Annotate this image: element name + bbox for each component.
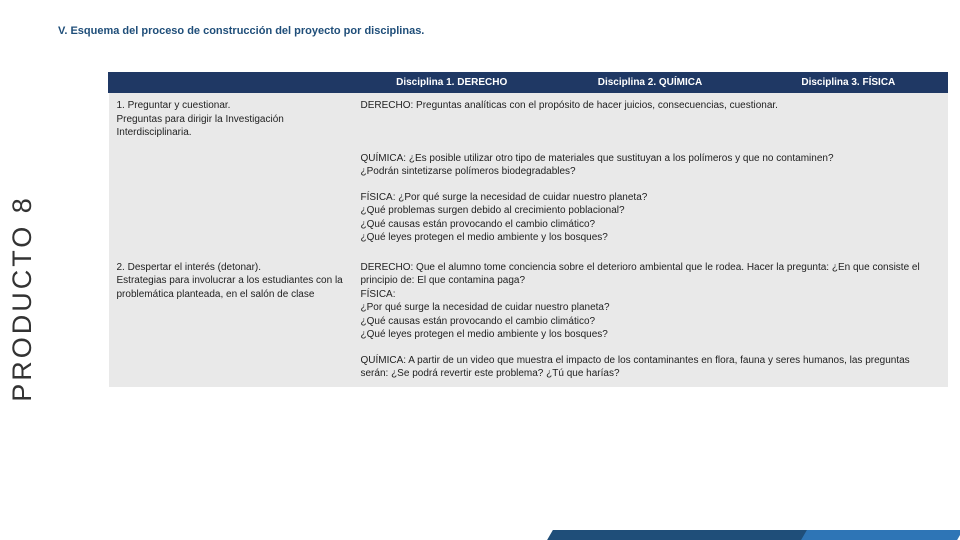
table-row: 1. Preguntar y cuestionar. Preguntas par… — [109, 93, 948, 146]
side-label: PRODUCTO 8 — [7, 195, 38, 402]
bottom-accent — [0, 530, 960, 540]
r2-derecho: DERECHO: Que el alumno tome conciencia s… — [353, 251, 948, 348]
r1-fisica: FÍSICA: ¿Por qué surge la necesidad de c… — [353, 185, 948, 251]
table-row: QUÍMICA: A partir de un video que muestr… — [109, 348, 948, 387]
table-row: 2. Despertar el interés (detonar). Estra… — [109, 251, 948, 348]
table-header-row: Disciplina 1. DERECHO Disciplina 2. QUÍM… — [109, 73, 948, 93]
page-title: V. Esquema del proceso de construcción d… — [58, 25, 424, 37]
r2-quimica: QUÍMICA: A partir de un video que muestr… — [353, 348, 948, 387]
header-derecho: Disciplina 1. DERECHO — [353, 73, 551, 93]
r1-left-empty2 — [109, 185, 353, 251]
r1-quimica: QUÍMICA: ¿Es posible utilizar otro tipo … — [353, 146, 948, 185]
header-quimica: Disciplina 2. QUÍMICA — [551, 73, 749, 93]
r2-left: 2. Despertar el interés (detonar). Estra… — [109, 251, 353, 348]
r1-left: 1. Preguntar y cuestionar. Preguntas par… — [109, 93, 353, 146]
table-row: FÍSICA: ¿Por qué surge la necesidad de c… — [109, 185, 948, 251]
r1-derecho: DERECHO: Preguntas analíticas con el pro… — [353, 93, 948, 146]
discipline-table: Disciplina 1. DERECHO Disciplina 2. QUÍM… — [108, 72, 948, 387]
r2-left-empty — [109, 348, 353, 387]
header-fisica: Disciplina 3. FÍSICA — [749, 73, 947, 93]
side-label-container: PRODUCTO 8 — [4, 138, 40, 458]
table-row: QUÍMICA: ¿Es posible utilizar otro tipo … — [109, 146, 948, 185]
header-empty — [109, 73, 353, 93]
r1-left-empty — [109, 146, 353, 185]
